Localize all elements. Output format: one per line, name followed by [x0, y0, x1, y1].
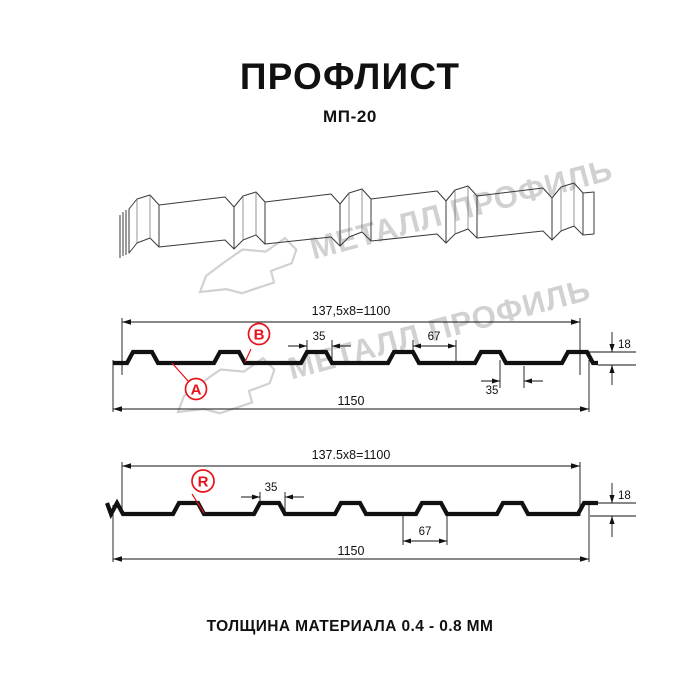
- callout-a-circle[interactable]: [184, 377, 208, 401]
- corrugation-group: [128, 182, 595, 254]
- section-r-top-dimension: [121, 462, 581, 516]
- section-a-profile-outline: [113, 349, 598, 366]
- section-a-height-label: 18: [618, 339, 631, 351]
- section-a-rib-top-width-label: 35: [313, 331, 326, 343]
- callout-r[interactable]: R: [191, 469, 215, 514]
- section-r-overall-width-dim: 1150: [338, 544, 365, 558]
- watermark-label: МЕТАЛЛ ПРОФИЛЬ: [306, 152, 616, 267]
- section-r-valley-width-label: 67: [419, 526, 432, 538]
- watermark-lower: МЕТАЛЛ ПРОФИЛЬ: [176, 272, 594, 415]
- watermark-label: МЕТАЛЛ ПРОФИЛЬ: [284, 272, 594, 387]
- sheet-edge-lines: [119, 209, 130, 258]
- callout-b-circle[interactable]: [247, 322, 271, 346]
- section-a-height-dim: [587, 332, 636, 385]
- section-r: 137.5x8=1100 1150 35: [105, 448, 636, 562]
- section-r-profile-outline: [105, 498, 598, 520]
- callout-b-label: B: [254, 327, 265, 344]
- section-r-rib-top-dim: [241, 492, 304, 515]
- section-a-overall-cover-dim: 137,5x8=1100: [312, 304, 391, 318]
- callout-a-label: A: [191, 382, 202, 399]
- watermark-logo-icon: [198, 236, 298, 295]
- section-r-valley-dim: [402, 512, 448, 545]
- section-a-bottom-dimension: [112, 360, 590, 412]
- callout-r-circle[interactable]: [191, 469, 215, 493]
- section-a: 137,5x8=1100 1150 35: [112, 304, 636, 412]
- section-r-height-dim: [584, 483, 636, 537]
- section-a-valley-dim: [412, 340, 457, 364]
- section-a-rib-bottom-width-label: 35: [486, 385, 499, 397]
- section-a-overall-width-dim: 1150: [338, 394, 365, 408]
- callout-b[interactable]: B: [244, 322, 271, 363]
- callout-r-label: R: [198, 474, 209, 491]
- corrugation-fold-lines: [136, 183, 575, 243]
- callout-a[interactable]: A: [171, 362, 208, 401]
- section-a-rib-top-dim: [288, 340, 351, 364]
- isometric-profile-sheet: [119, 182, 595, 258]
- section-r-overall-cover-dim: 137.5x8=1100: [312, 448, 391, 462]
- section-r-rib-top-width-label: 35: [265, 482, 278, 494]
- section-a-rib-bottom-dim: [481, 360, 543, 388]
- section-a-valley-width-label: 67: [428, 331, 441, 343]
- section-r-height-label: 18: [618, 490, 631, 502]
- section-a-top-dimension: [121, 318, 581, 375]
